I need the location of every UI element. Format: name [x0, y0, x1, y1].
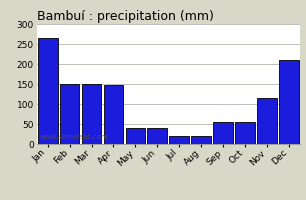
Bar: [191, 136, 211, 144]
Bar: [170, 136, 189, 144]
Bar: [213, 122, 233, 144]
Bar: [82, 84, 101, 144]
Bar: [38, 38, 58, 144]
Bar: [104, 85, 123, 144]
Text: Bambuí : precipitation (mm): Bambuí : precipitation (mm): [37, 10, 214, 23]
Bar: [279, 60, 299, 144]
Bar: [147, 128, 167, 144]
Bar: [60, 84, 80, 144]
Bar: [125, 128, 145, 144]
Bar: [257, 98, 277, 144]
Bar: [235, 122, 255, 144]
Text: www.allmetsat.com: www.allmetsat.com: [39, 134, 108, 140]
